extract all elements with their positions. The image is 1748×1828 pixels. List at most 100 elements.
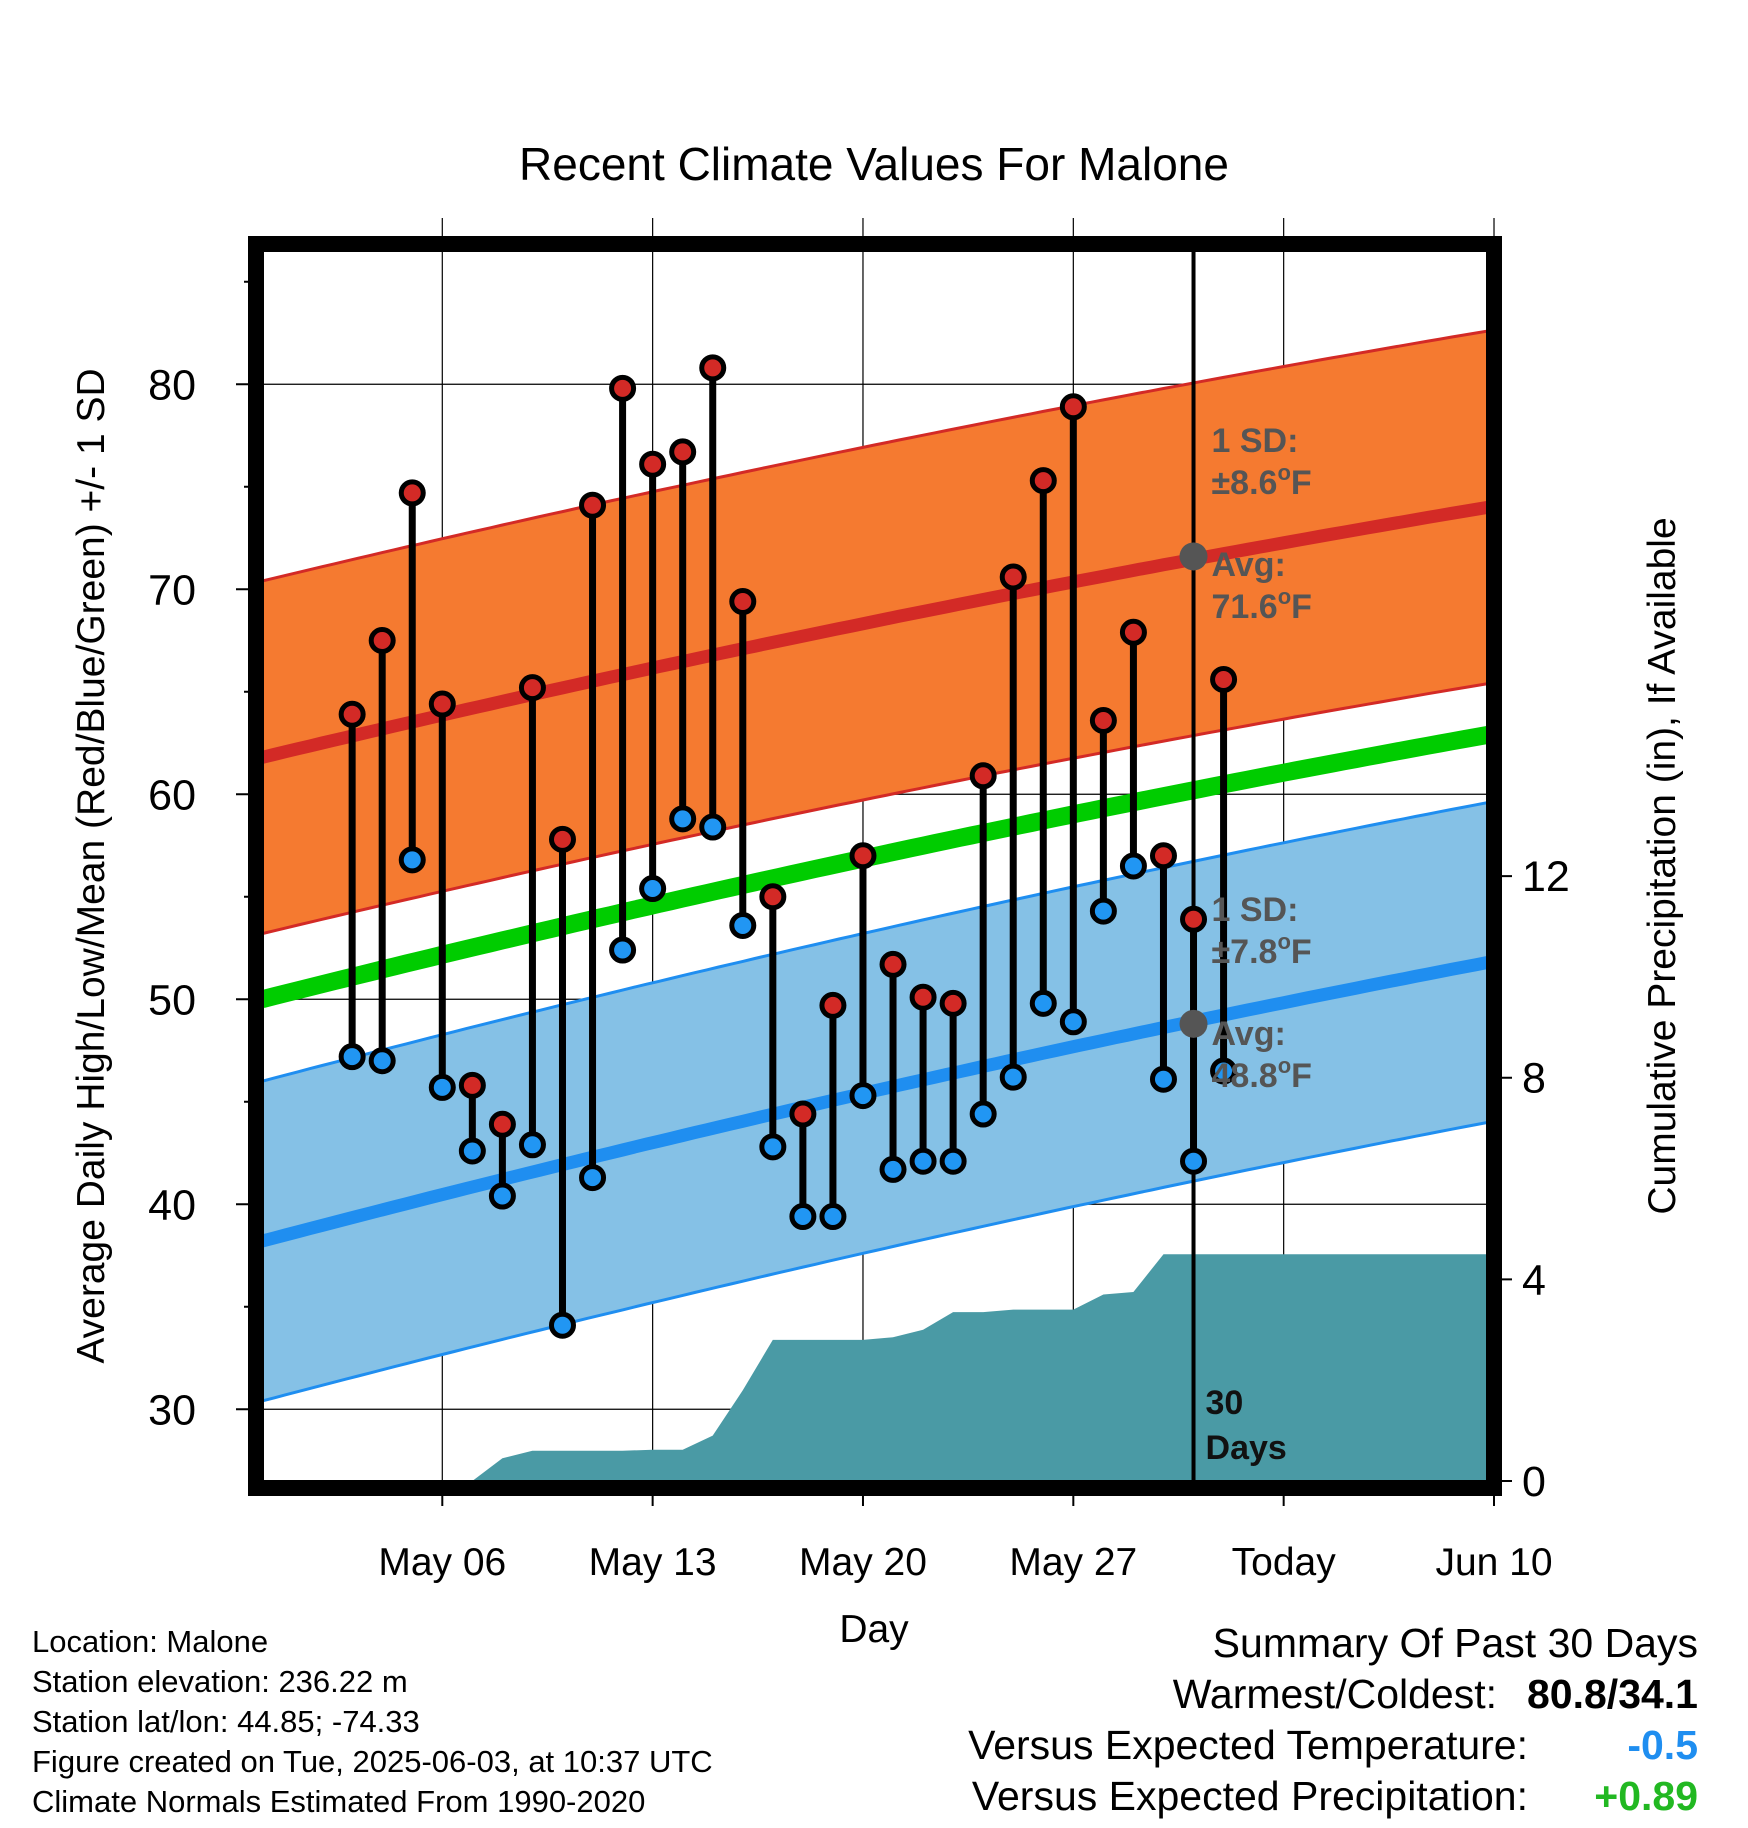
x-tick-label: May 06	[378, 1541, 506, 1584]
daily-low-point	[458, 1137, 486, 1165]
daily-high-point	[759, 883, 787, 911]
daily-bars	[338, 354, 1238, 1339]
today-high-avg-point	[1179, 542, 1208, 571]
precip-area	[262, 1254, 1488, 1481]
daily-high-point	[1210, 665, 1238, 693]
summary-warm-cold: Warmest/Coldest: 80.8/34.1	[968, 1669, 1698, 1720]
daily-high-point	[548, 825, 576, 853]
daily-low-point	[909, 1147, 937, 1175]
daily-low-point	[849, 1082, 877, 1110]
daily-low-point	[579, 1164, 607, 1192]
created-text: Figure created on Tue, 2025-06-03, at 10…	[32, 1744, 713, 1779]
location-text: Location: Malone	[32, 1624, 269, 1659]
high-sd-band	[262, 329, 1488, 936]
daily-high-point	[1029, 467, 1057, 495]
daily-low-point	[488, 1182, 516, 1210]
axes: 30 40 50 60 70 80 0 4 8 12 May 06 May 13 May 20 May 2…	[148, 280, 1570, 1584]
x-tick-label: May 13	[589, 1541, 717, 1584]
daily-high-point	[488, 1110, 516, 1138]
high-sd-value: ±8.6oF	[1212, 460, 1312, 502]
y2-tick-label: 4	[1522, 1256, 1546, 1304]
daily-low-point	[428, 1073, 456, 1101]
daily-low-point	[1119, 852, 1147, 880]
elevation-text: Station elevation: 236.22 m	[32, 1664, 408, 1699]
y-tick-label: 30	[148, 1386, 196, 1434]
warm-cold-label: Warmest/Coldest:	[1172, 1671, 1497, 1717]
daily-high-point	[1119, 618, 1147, 646]
daily-low-point	[999, 1063, 1027, 1091]
daily-high-point	[999, 563, 1027, 591]
today-low-avg-point	[1179, 1009, 1208, 1038]
daily-low-point	[1180, 1147, 1208, 1175]
y2-tick-label: 12	[1522, 853, 1570, 901]
x-tick-label: May 27	[1009, 1541, 1137, 1584]
daily-low-point	[1210, 1057, 1238, 1085]
daily-low-point	[639, 875, 667, 903]
daily-low-point	[1059, 1008, 1087, 1036]
daily-low-point	[1149, 1065, 1177, 1093]
daily-high-point	[789, 1100, 817, 1128]
low-sd-band	[262, 800, 1488, 1403]
daily-low-point	[819, 1203, 847, 1231]
daily-high-point	[579, 491, 607, 519]
plot-frame	[248, 236, 1502, 1496]
daily-high-point	[1180, 905, 1208, 933]
low-sd-value: ±7.8oF	[1212, 929, 1312, 971]
daily-high-point	[969, 762, 997, 790]
latlon-text: Station lat/lon: 44.85; -74.33	[32, 1704, 420, 1739]
high-avg-label: Avg:	[1212, 546, 1286, 584]
x-axis-label: Day	[839, 1608, 909, 1651]
daily-high-point	[879, 950, 907, 978]
daily-low-point	[939, 1147, 967, 1175]
normals-text: Climate Normals Estimated From 1990-2020	[32, 1784, 646, 1819]
high-avg-value: 71.6oF	[1212, 584, 1312, 626]
daily-low-point	[548, 1311, 576, 1339]
daily-high-point	[849, 842, 877, 870]
y-tick-label: 70	[148, 566, 196, 614]
daily-low-point	[1089, 897, 1117, 925]
low-avg-label: Avg:	[1212, 1015, 1286, 1053]
daily-low-point	[338, 1043, 366, 1071]
daily-low-point	[669, 805, 697, 833]
daily-high-point	[458, 1071, 486, 1099]
station-info: Location: Malone Station elevation: 236.…	[32, 1622, 713, 1822]
summary-panel: Summary Of Past 30 Days Warmest/Coldest:…	[968, 1618, 1698, 1822]
daily-high-point	[428, 690, 456, 718]
daily-low-point	[879, 1155, 907, 1183]
summary-title: Summary Of Past 30 Days	[1212, 1620, 1698, 1666]
daily-low-point	[969, 1100, 997, 1128]
today-days-word: Days	[1206, 1429, 1287, 1467]
daily-high-point	[518, 674, 546, 702]
summary-temp: Versus Expected Temperature: -0.5	[968, 1720, 1698, 1771]
daily-high-point	[669, 438, 697, 466]
precip-label: Versus Expected Precipitation:	[971, 1773, 1528, 1819]
plot-frame-border	[248, 236, 1502, 1496]
summary-precip: Versus Expected Precipitation: +0.89	[968, 1771, 1698, 1822]
normal-bands	[262, 329, 1488, 1403]
daily-low-point	[699, 813, 727, 841]
today-days-count: 30	[1206, 1384, 1244, 1422]
high-sd-label: 1 SD:	[1212, 422, 1299, 460]
daily-high-point	[1059, 393, 1087, 421]
daily-high-point	[729, 588, 757, 616]
daily-low-point	[759, 1133, 787, 1161]
daily-high-point	[939, 989, 967, 1017]
daily-high-point	[909, 983, 937, 1011]
daily-low-point	[1029, 989, 1057, 1017]
y2-tick-label: 8	[1522, 1055, 1546, 1103]
y2-axis-label: Cumulative Precipitation (in), If Availa…	[1641, 517, 1684, 1214]
y-axis-label: Average Daily High/Low/Mean (Red/Blue/Gr…	[70, 368, 113, 1363]
daily-high-point	[699, 354, 727, 382]
y-tick-label: 40	[148, 1181, 196, 1229]
daily-high-point	[819, 991, 847, 1019]
x-tick-label: Today	[1232, 1541, 1337, 1584]
temp-label: Versus Expected Temperature:	[968, 1722, 1528, 1768]
daily-high-point	[398, 479, 426, 507]
temp-value: -0.5	[1627, 1722, 1698, 1768]
warm-cold-value: 80.8/34.1	[1527, 1671, 1698, 1717]
daily-low-point	[398, 846, 426, 874]
x-tick-label: May 20	[799, 1541, 927, 1584]
daily-low-point	[729, 911, 757, 939]
chart-title: Recent Climate Values For Malone	[519, 138, 1229, 190]
